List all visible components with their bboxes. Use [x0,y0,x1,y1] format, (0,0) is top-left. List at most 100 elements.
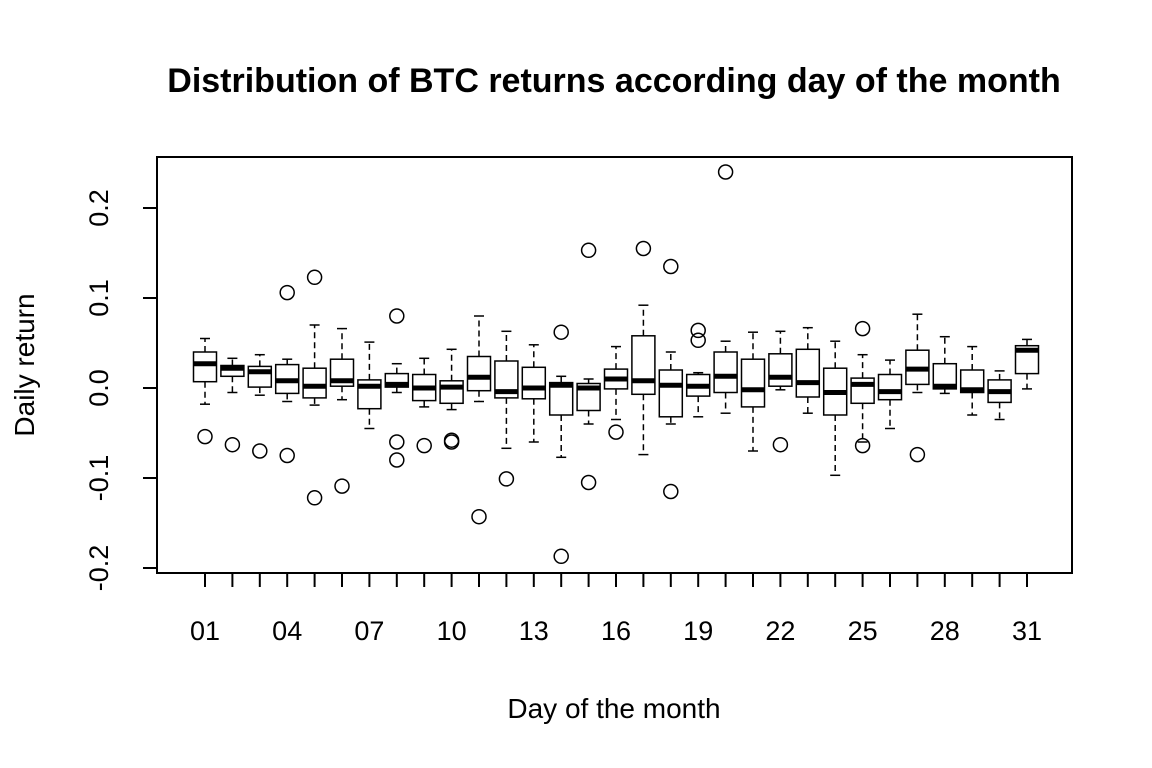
outlier-point [854,437,871,454]
iqr-box [494,360,519,399]
box-day-20 [713,164,738,414]
box-day-09 [411,357,437,454]
box-day-21 [740,331,766,452]
box-day-01 [192,337,218,445]
x-axis: 01 04 07 10 13 16 19 22 25 28 31 [190,572,1042,646]
y-tick-label: 0.2 [84,189,114,227]
x-tick-label: 31 [1012,616,1042,646]
x-tick-label: 22 [765,616,795,646]
box-day-24 [822,340,848,477]
outlier-point [252,443,268,459]
iqr-box [932,362,958,390]
box-day-10 [439,348,464,450]
outlier-point [580,242,597,259]
outlier-point [553,324,569,340]
box-day-05 [302,269,327,506]
box-day-19 [685,322,711,418]
x-axis-label: Day of the month [507,693,720,724]
outlier-point [197,428,213,445]
x-tick-label: 13 [519,616,549,646]
outlier-point [471,508,487,525]
iqr-box [439,380,464,405]
y-axis: -0.2 -0.1 0.0 0.1 0.2 [84,189,158,592]
box-day-23 [795,326,821,414]
box-day-25 [850,320,875,454]
outlier-point [663,258,679,275]
box-day-18 [658,258,684,500]
outlier-point [498,471,515,487]
x-tick-label: 01 [190,616,220,646]
outlier-point [690,322,706,339]
iqr-box [713,351,738,394]
box-day-29 [959,345,985,416]
x-tick-label: 19 [683,616,713,646]
outlier-point [224,436,241,453]
box-day-17 [631,240,656,456]
outlier-point [389,434,405,450]
x-tick-label: 25 [848,616,878,646]
box-day-13 [521,344,547,443]
outlier-point [443,434,460,450]
y-axis-label: Daily return [9,293,40,436]
outlier-point [717,164,734,180]
iqr-box [220,364,245,378]
box-day-22 [768,330,793,453]
iqr-box [877,373,903,401]
y-tick-label: 0.1 [84,279,114,317]
box-day-06 [329,327,355,494]
outlier-point [635,240,652,257]
iqr-box [795,348,821,398]
box-day-14 [548,324,574,565]
outlier-point [580,474,597,491]
outlier-point [909,446,926,463]
outlier-point [854,320,871,337]
box-day-04 [274,284,300,464]
iqr-box [631,335,656,396]
outlier-point [772,436,789,453]
box-day-28 [932,335,958,395]
iqr-box [740,358,766,408]
box-day-11 [466,315,492,525]
outlier-point [306,269,323,286]
iqr-box [192,351,218,383]
outlier-point [553,548,569,565]
box-day-12 [494,330,519,487]
outlier-point [608,424,624,440]
x-tick-label: 28 [930,616,960,646]
iqr-box [521,366,547,400]
box-day-31 [1014,338,1040,390]
box-day-02 [220,357,245,453]
x-tick-label: 04 [272,616,302,646]
iqr-box [548,381,574,416]
box-day-30 [987,370,1012,421]
chart-title: Distribution of BTC returns according da… [167,62,1060,100]
iqr-box [658,369,684,418]
outlier-point [663,483,679,500]
box-day-26 [877,359,903,430]
iqr-box [850,377,875,405]
box-day-16 [603,345,629,440]
x-tick-label: 16 [601,616,631,646]
x-tick-label: 10 [437,616,467,646]
iqr-box [768,353,793,387]
iqr-box [959,369,985,394]
outlier-point [279,284,295,301]
iqr-box [302,367,327,399]
box-day-15 [576,242,601,491]
x-tick-label: 07 [354,616,384,646]
y-tick-label: -0.2 [84,545,114,592]
box-day-07 [357,341,382,430]
box-day-03 [247,353,273,459]
box-day-08 [384,308,410,468]
y-tick-label: -0.1 [84,455,114,502]
y-tick-label: 0.0 [84,369,114,407]
outlier-point [690,332,706,349]
box-day-27 [905,313,930,463]
outlier-point [389,452,405,468]
boxes [192,164,1040,565]
outlier-point [389,308,405,324]
iqr-box [466,355,492,392]
outlier-point [334,478,350,494]
outlier-point [306,490,323,506]
